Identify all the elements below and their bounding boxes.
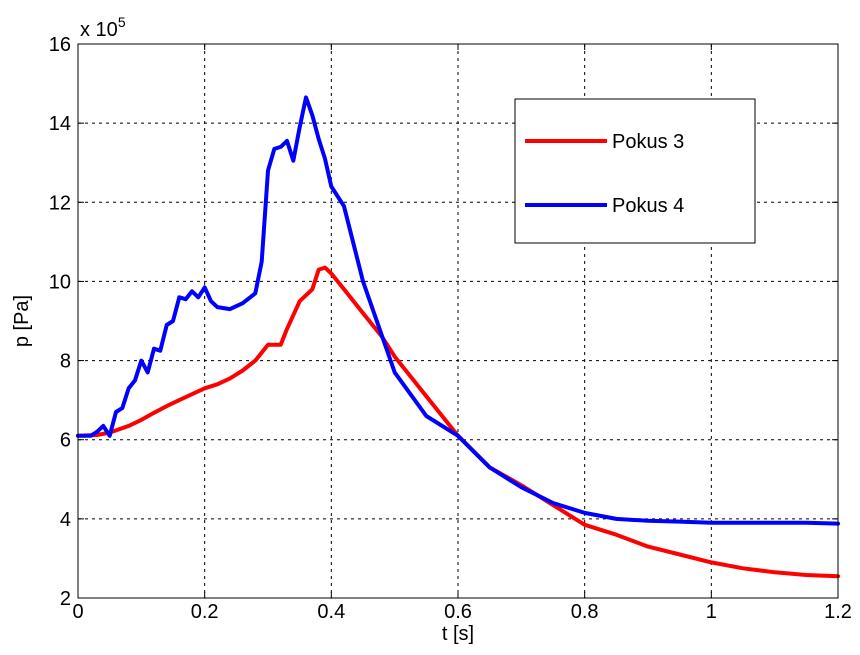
legend-box: [514, 98, 756, 244]
y-tick-label: 10: [49, 271, 71, 293]
y-axis-label: p [Pa]: [11, 295, 33, 347]
y-tick-label: 6: [60, 430, 71, 452]
legend-label-2: Pokus 4: [612, 195, 684, 217]
x-tick-label: 0.4: [317, 601, 345, 623]
y-tick-label: 4: [60, 509, 71, 531]
x-axis-label: t [s]: [442, 623, 474, 645]
y-tick-label: 8: [60, 351, 71, 373]
legend: Pokus 3 Pokus 4: [514, 98, 756, 244]
x-tick-label: 1: [706, 601, 717, 623]
y-axis-multiplier: x 105: [80, 14, 126, 41]
y-tick-label: 12: [49, 192, 71, 214]
x-tick-label: 0.6: [444, 601, 472, 623]
series-line-1: [76, 265, 840, 579]
axis-ticks: 0 0.2 0.4 0.6 0.8 1 1.2 2 4 6 8 10 12 14 16: [49, 34, 852, 623]
series-line-2: [76, 95, 840, 526]
y-tick-label: 14: [49, 113, 71, 135]
series-layer: [76, 95, 840, 579]
x-tick-label: 0.2: [191, 601, 219, 623]
x-tick-label: 1.2: [824, 601, 852, 623]
y-multiplier-exponent: 5: [118, 14, 126, 30]
y-multiplier-base: x 10: [80, 19, 118, 41]
y-tick-label: 16: [49, 34, 71, 56]
x-tick-label: 0.8: [571, 601, 599, 623]
y-tick-label: 2: [60, 588, 71, 610]
legend-label-1: Pokus 3: [612, 131, 684, 153]
x-tick-label: 0: [72, 601, 83, 623]
